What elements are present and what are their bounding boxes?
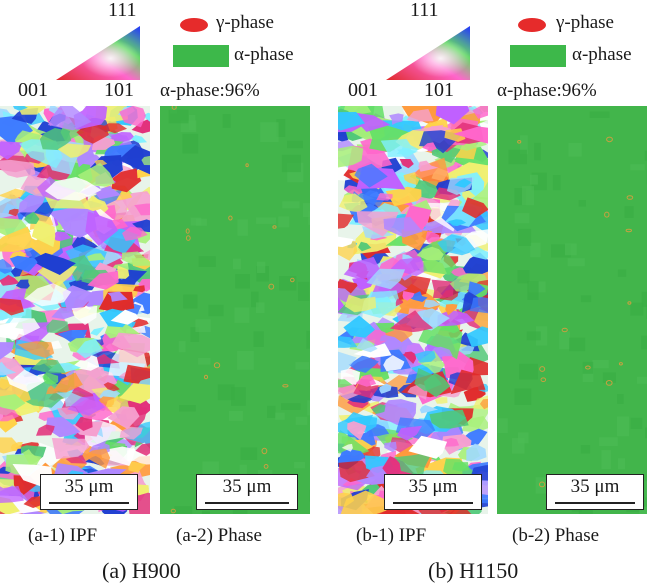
triangle-label-001-b: 001 [348, 79, 378, 101]
scale-bar-b1: 35 μm [384, 474, 482, 510]
caption-a2: (a-2) Phase [176, 525, 262, 546]
scale-bar-b2: 35 μm [546, 474, 644, 510]
scale-bar-a2: 35 μm [196, 474, 298, 510]
caption-a1: (a-1) IPF [28, 525, 98, 546]
caption-b2: (b-2) Phase [512, 525, 600, 546]
triangle-label-111-b: 111 [410, 0, 439, 21]
ipf-triangle-legend-b [378, 18, 478, 82]
group-title-b: (b) H1150 [428, 558, 519, 583]
scale-label-a1: 35 μm [64, 476, 114, 497]
alpha-phase-label-a: α-phase [234, 44, 294, 65]
triangle-label-101-b: 101 [424, 79, 454, 101]
scale-line-b1 [393, 502, 473, 504]
scale-label-b2: 35 μm [570, 476, 620, 497]
phase-map-b2 [497, 106, 647, 514]
scale-line-b2 [555, 502, 635, 504]
gamma-phase-label-b: γ-phase [556, 12, 614, 33]
triangle-label-111-a: 111 [108, 0, 137, 21]
alpha-fraction-label-a: α-phase:96% [160, 80, 260, 101]
ipf-triangle-legend-a [48, 18, 148, 82]
alpha-phase-swatch-a [173, 45, 229, 67]
group-title-a: (a) H900 [102, 558, 181, 583]
scale-label-a2: 35 μm [222, 476, 272, 497]
alpha-phase-swatch-b [510, 45, 566, 67]
gamma-phase-swatch-b [518, 18, 546, 32]
scale-bar-a1: 35 μm [40, 474, 138, 510]
alpha-phase-label-b: α-phase [572, 44, 632, 65]
scale-line-a2 [205, 502, 289, 504]
phase-map-a2 [160, 106, 310, 514]
gamma-phase-label-a: γ-phase [216, 12, 274, 33]
ipf-map-a1 [0, 106, 150, 514]
alpha-fraction-label-b: α-phase:96% [497, 80, 597, 101]
scale-line-a1 [49, 502, 129, 504]
ipf-triangle-icon [56, 26, 140, 80]
ipf-map-b1 [338, 106, 488, 514]
triangle-label-001-a: 001 [18, 79, 48, 101]
gamma-phase-swatch-a [180, 18, 208, 32]
scale-label-b1: 35 μm [408, 476, 458, 497]
triangle-label-101-a: 101 [104, 79, 134, 101]
caption-b1: (b-1) IPF [356, 525, 427, 546]
ipf-triangle-icon [386, 26, 470, 80]
